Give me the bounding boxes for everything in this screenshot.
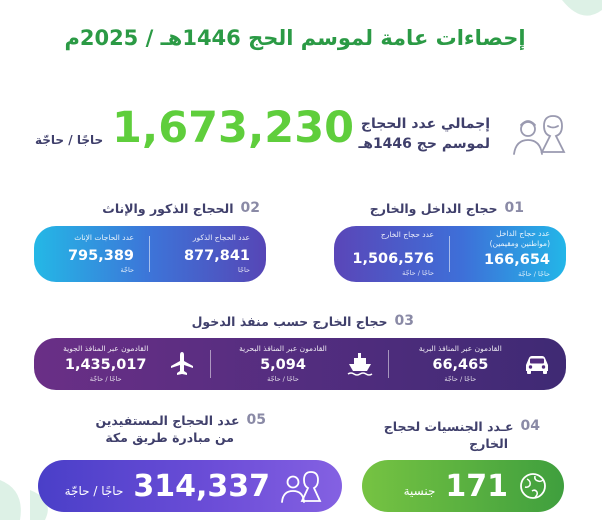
air-ports-value: 1,435,017: [64, 357, 147, 373]
ship-icon: [347, 353, 373, 376]
total-pilgrims-value: 1,673,230: [111, 103, 355, 153]
section-5-number: 05: [246, 412, 266, 428]
section-4-number: 04: [520, 418, 540, 434]
air-ports-cell: القادمون عبر المنافذ الجوية 1,435,017 حا…: [34, 338, 212, 390]
nationalities-value: 171: [445, 468, 508, 504]
land-ports-value: 66,465: [432, 357, 489, 373]
makkah-route-card: 314,337 حاجًا / حاجّة: [38, 460, 342, 512]
outside-pilgrims-value: 1,506,576: [352, 251, 434, 267]
male-female-pilgrims-card: عدد الحجاج الذكور 877,841 حاجًا عدد الحا…: [34, 226, 266, 282]
land-ports-cell: القادمون عبر المنافذ البرية 66,465 حاجًا…: [389, 338, 566, 390]
section-2-number: 02: [240, 200, 260, 216]
section-5-heading: 05 عدد الحجاج المستفيدين من مبادرة طريق …: [66, 412, 266, 445]
land-ports-unit: حاجًا / حاجّة: [444, 375, 477, 383]
male-pilgrims-cell: عدد الحجاج الذكور 877,841 حاجًا: [150, 226, 266, 282]
section-4-heading: 04 عـدد الجنسيات لحجاج الخارج: [380, 418, 540, 451]
nationalities-unit: جنسية: [403, 484, 436, 498]
outside-pilgrims-title: عدد حجاج الخارج: [380, 230, 434, 239]
air-ports-title: القادمون عبر المنافذ الجوية: [63, 344, 149, 353]
page-title: إحصاءات عامة لموسم الحج 1446هـ / 2025م: [64, 26, 526, 50]
makkah-route-value: 314,337: [133, 468, 270, 504]
entry-ports-card: القادمون عبر المنافذ البرية 66,465 حاجًا…: [34, 338, 566, 390]
outside-pilgrims-cell: عدد حجاج الخارج 1,506,576 حاجًا / حاجّة: [334, 226, 450, 282]
makkah-route-unit: حاجًا / حاجّة: [64, 484, 124, 498]
inside-outside-pilgrims-card: عدد حجاج الداخل (مواطنين ومقيمين) 166,65…: [334, 226, 566, 282]
male-pilgrims-value: 877,841: [183, 248, 250, 264]
section-4-title-line2: الخارج: [469, 436, 508, 451]
section-1-heading: 01 حجاج الداخل والخارج: [370, 200, 524, 216]
globe-icon: [520, 473, 546, 499]
total-pilgrims-unit: حاجًا / حاجّة: [35, 133, 104, 147]
section-4-title-line1: عـدد الجنسيات لحجاج: [383, 418, 514, 434]
pilgrims-icon: [281, 471, 322, 503]
decorative-leaf-bottom-left: [0, 480, 48, 520]
sea-ports-unit: حاجًا / حاجّة: [267, 375, 299, 383]
inside-pilgrims-unit: حاجًا / حاجّة: [518, 270, 550, 278]
section-3-number: 03: [394, 313, 414, 329]
inside-pilgrims-title: عدد حجاج الداخل: [496, 229, 550, 238]
total-label-line2: لموسم حج 1446هـ: [358, 136, 490, 152]
inside-pilgrims-value: 166,654: [483, 252, 550, 268]
car-icon: [526, 356, 548, 374]
sea-ports-title: القادمون عبر المنافذ البحرية: [239, 344, 327, 353]
section-3-title: حجاج الخارج حسب منفذ الدخول: [191, 313, 388, 329]
female-pilgrims-unit: حاجّة: [120, 266, 134, 274]
female-pilgrims-value: 795,389: [67, 248, 134, 264]
total-pilgrims-label: إجمالي عدد الحجاج لموسم حج 1446هـ: [340, 114, 490, 154]
section-5-title-line1: عدد الحجاج المستفيدين: [95, 412, 240, 428]
section-2-title: الحجاج الذكور والإناث: [102, 200, 234, 216]
male-pilgrims-title: عدد الحجاج الذكور: [192, 233, 250, 242]
airplane-icon: [171, 352, 194, 375]
land-ports-title: القادمون عبر المنافذ البرية: [418, 344, 502, 353]
pilgrims-icon: [513, 115, 566, 155]
sea-ports-cell: القادمون عبر المنافذ البحرية 5,094 حاجًا…: [211, 338, 390, 390]
inside-pilgrims-subtitle: (مواطنين ومقيمين): [489, 239, 550, 248]
section-2-heading: 02 الحجاج الذكور والإناث: [102, 200, 260, 216]
section-3-heading: 03 حجاج الخارج حسب منفذ الدخول: [192, 313, 414, 329]
outside-pilgrims-unit: حاجًا / حاجّة: [402, 269, 434, 277]
female-pilgrims-cell: عدد الحاجات الإناث 795,389 حاجّة: [34, 226, 150, 282]
inside-pilgrims-cell: عدد حجاج الداخل (مواطنين ومقيمين) 166,65…: [450, 226, 566, 282]
total-label-line1: إجمالي عدد الحجاج: [360, 116, 490, 132]
male-pilgrims-unit: حاجًا: [238, 266, 250, 274]
section-1-number: 01: [504, 200, 524, 216]
air-ports-unit: حاجًا / حاجّة: [89, 375, 122, 383]
decorative-leaf-top-right: [562, 0, 602, 16]
section-1-title: حجاج الداخل والخارج: [369, 200, 498, 216]
nationalities-card: 171 جنسية: [362, 460, 564, 512]
section-5-title-line2: من مبادرة طريق مكة: [105, 430, 234, 445]
female-pilgrims-title: عدد الحاجات الإناث: [74, 233, 134, 242]
sea-ports-value: 5,094: [260, 357, 306, 373]
